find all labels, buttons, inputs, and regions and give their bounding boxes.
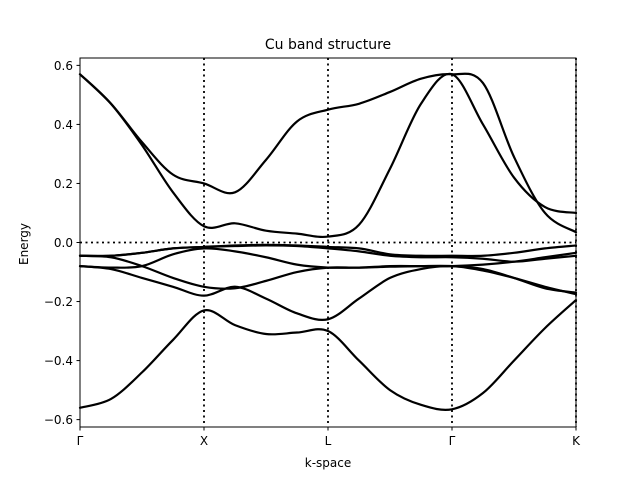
y-tick-label: −0.4 [44, 354, 73, 368]
band-line-1 [78, 298, 578, 411]
band-line-7 [78, 72, 578, 239]
band-line-6 [78, 243, 578, 258]
y-axis-label: Energy [17, 223, 31, 265]
x-tick-label: Γ [449, 434, 456, 448]
band-line-8 [78, 72, 578, 234]
x-tick-label: Γ [77, 434, 84, 448]
y-tick-label: 0.2 [54, 177, 73, 191]
chart-title: Cu band structure [265, 37, 391, 53]
x-tick-label: K [572, 434, 581, 448]
x-axis-label: k-space [305, 456, 351, 470]
band-line-2 [78, 264, 578, 321]
y-tick-label: −0.2 [44, 295, 73, 309]
x-tick-label: L [325, 434, 332, 448]
y-tick-label: 0.0 [54, 236, 73, 250]
y-tick-label: 0.6 [54, 59, 73, 73]
y-axis-ticks: 0.6 0.4 0.2 0.0 −0.2 −0.4 −0.6 [44, 59, 80, 427]
y-tick-label: 0.4 [54, 118, 73, 132]
band-line-4 [78, 251, 578, 290]
plot-frame [79, 57, 577, 428]
x-tick-label: X [200, 434, 208, 448]
y-tick-label: −0.6 [44, 413, 73, 427]
